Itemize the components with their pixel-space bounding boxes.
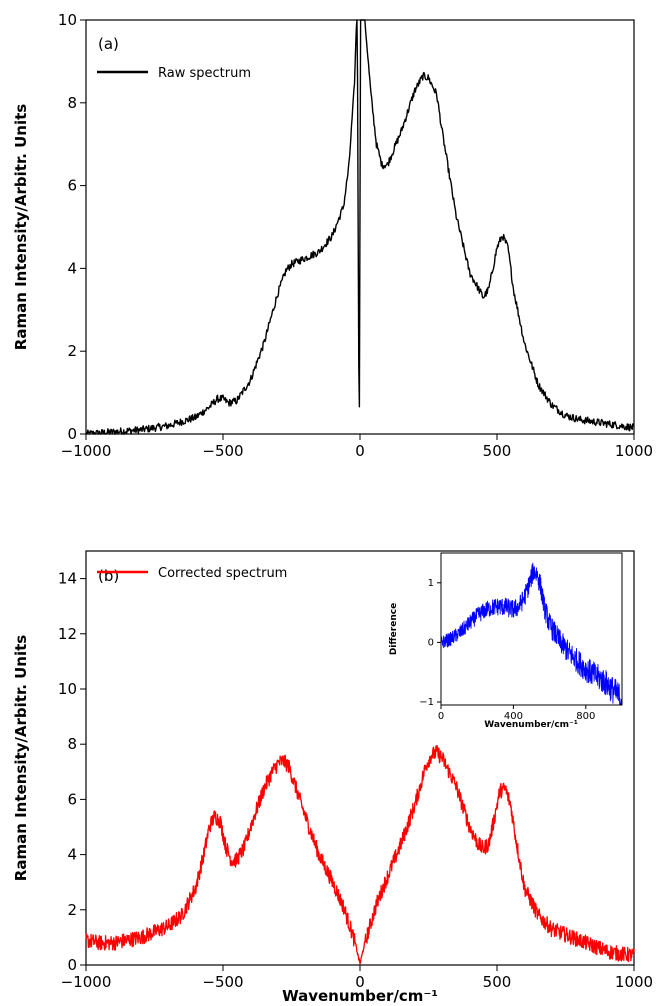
y-tick-label: 6: [67, 177, 77, 195]
inset-plot-frame: [440, 552, 623, 706]
y-tick-label: 12: [58, 625, 77, 643]
panel-a-series: [85, 19, 635, 435]
y-tick-label: 0: [67, 956, 77, 974]
x-tick-label: 1000: [615, 442, 653, 460]
x-tick-label: 500: [483, 973, 512, 991]
inset-x-axis-label: Wavenumber/cm⁻¹: [484, 720, 578, 730]
series-line: [440, 562, 623, 706]
y-tick-label: 10: [58, 680, 77, 698]
y-tick-label: 8: [67, 94, 77, 112]
legend-label-raw-spectrum: Raw spectrum: [158, 66, 251, 81]
y-tick-label: 10: [58, 11, 77, 29]
inset-y-ticks: −1 0 1: [419, 578, 441, 708]
panel-b-y-ticks: 0 2 4 6 8 10 12 14: [58, 570, 86, 974]
series-line: [85, 744, 635, 965]
panel-b-series: [85, 744, 635, 965]
panel-b-x-axis-label: Wavenumber/cm⁻¹: [282, 987, 438, 1005]
inset-series: [440, 562, 623, 706]
x-tick-label: 0: [355, 973, 365, 991]
x-tick-label: 0: [355, 442, 365, 460]
y-tick-label: 2: [67, 342, 77, 360]
y-tick-label: 0: [67, 425, 77, 443]
panel-a-x-ticks: −1000 −500 0 500 1000: [61, 434, 653, 460]
legend-label-corrected-spectrum: Corrected spectrum: [158, 566, 287, 581]
panel-b-label: (b): [98, 567, 119, 585]
y-tick-label: 8: [67, 735, 77, 753]
inset-x-ticks: 0 400 800: [438, 705, 595, 722]
panel-a-raw-spectrum: −1000 −500 0 500 1000 0 2 4 6 8 10 (a) Raw spectr…: [12, 11, 653, 460]
y-tick-label: 4: [67, 846, 77, 864]
x-tick-label: −1000: [61, 442, 112, 460]
panel-a-y-axis-label: Raman Intensity/Arbitr. Units: [12, 104, 30, 351]
y-tick-label: 6: [67, 790, 77, 808]
inset-difference-plot: 0 400 800 −1 0 1 Difference Wavenumber/cm⁻¹: [389, 552, 623, 730]
x-tick-label: −500: [202, 973, 243, 991]
panel-b-x-ticks: −1000 −500 0 500 1000: [61, 965, 653, 991]
x-tick-label: 800: [576, 711, 595, 722]
x-tick-label: 1000: [615, 973, 653, 991]
y-tick-label: 1: [428, 578, 434, 589]
x-tick-label: −1000: [61, 973, 112, 991]
y-tick-label: −1: [419, 697, 434, 708]
x-tick-label: 400: [504, 711, 523, 722]
panel-b-y-axis-label: Raman Intensity/Arbitr. Units: [12, 635, 30, 882]
x-tick-label: 500: [483, 442, 512, 460]
panel-a-y-ticks: 0 2 4 6 8 10: [58, 11, 86, 443]
inset-y-axis-label: Difference: [389, 603, 399, 655]
y-tick-label: 14: [58, 570, 77, 588]
panel-a-label: (a): [98, 35, 119, 53]
series-line: [85, 19, 635, 435]
x-tick-label: −500: [202, 442, 243, 460]
y-tick-label: 4: [67, 259, 77, 277]
y-tick-label: 2: [67, 901, 77, 919]
x-tick-label: 0: [438, 711, 444, 722]
y-tick-label: 0: [428, 637, 434, 648]
